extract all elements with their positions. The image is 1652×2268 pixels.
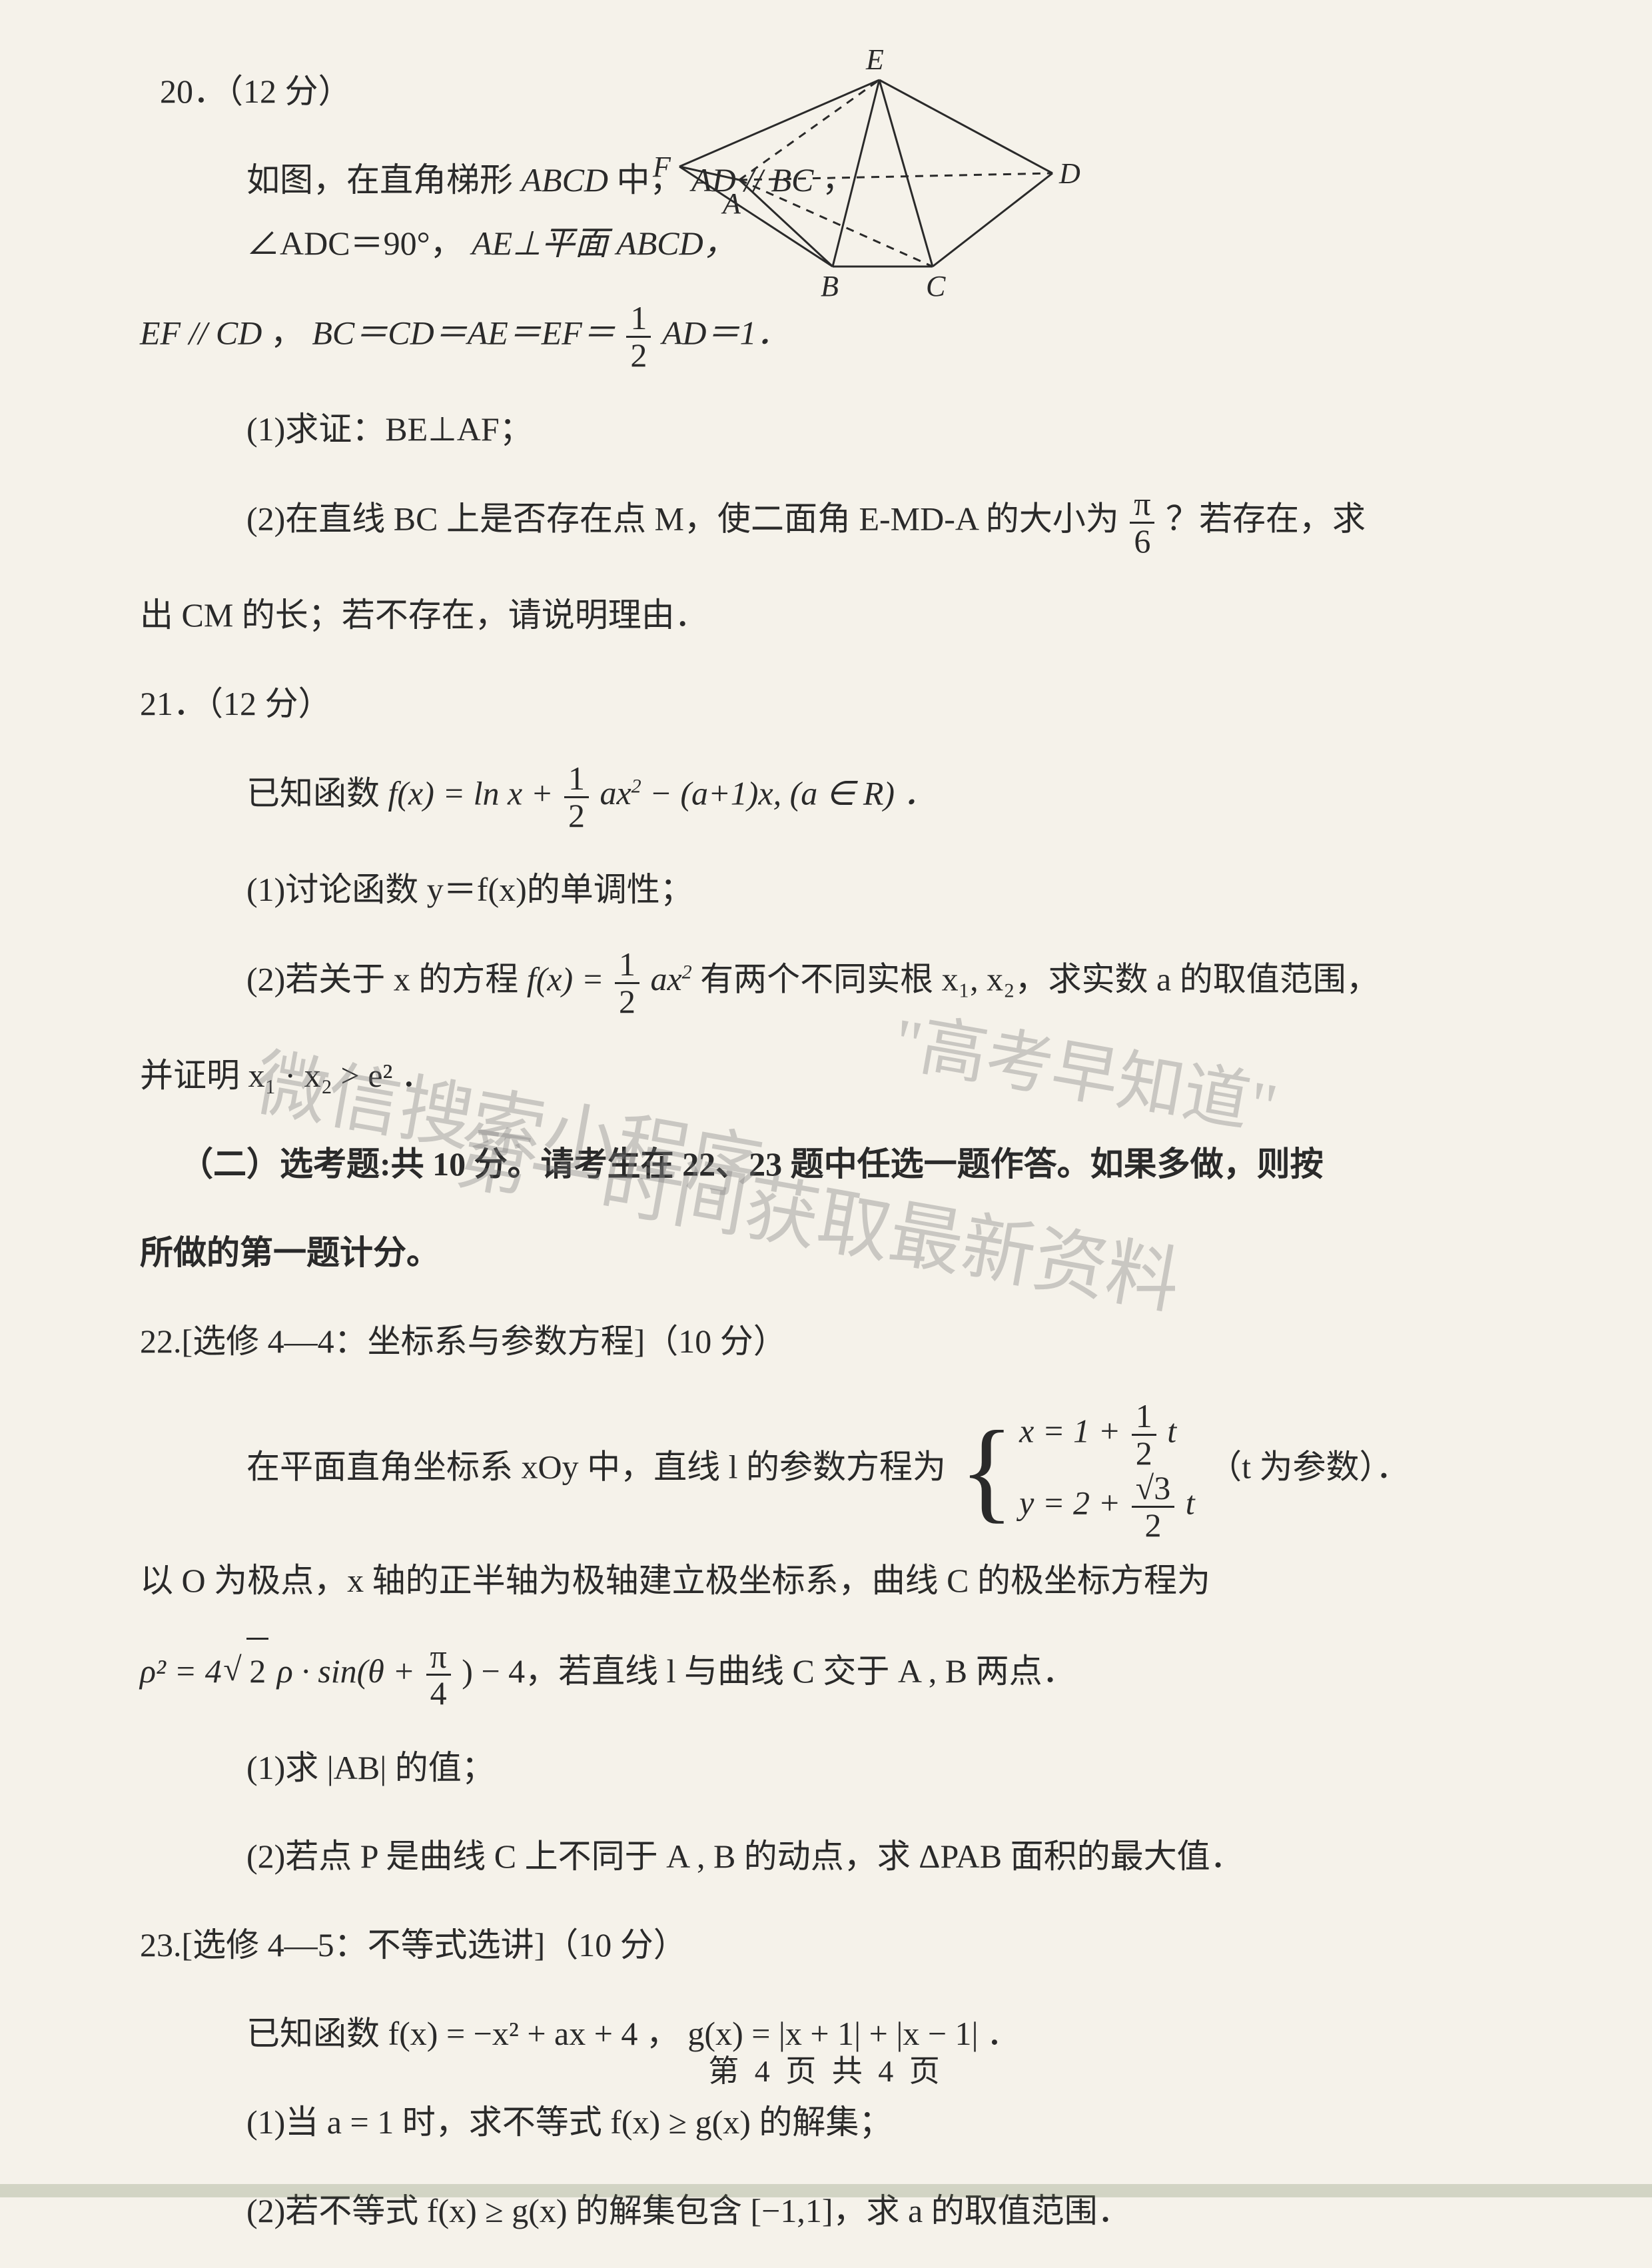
- q22-stem-line2: 以 O 为极点，x 轴的正半轴为极轴建立极坐标系，曲线 C 的极坐标方程为: [140, 1549, 1399, 1612]
- text-sin: ρ · sin(θ +: [277, 1652, 424, 1690]
- fraction-pi6: π 6: [1130, 486, 1154, 558]
- denominator: 2: [626, 338, 651, 373]
- numerator: 1: [626, 300, 651, 338]
- q23-number: 23.[选修 4—5：不等式选讲]（10 分）: [140, 1914, 1399, 1977]
- text: ) − 4，若直线 l 与曲线 C 交于 A , B 两点．: [462, 1652, 1075, 1690]
- denominator: 2: [564, 798, 589, 834]
- q21-number: 21．（12 分）: [140, 672, 1399, 736]
- q20-part2-line1: (2)在直线 BC 上是否存在点 M，使二面角 E-MD-A 的大小为 π 6 …: [160, 486, 1399, 558]
- denominator: 4: [426, 1676, 451, 1711]
- figure-label-F: F: [653, 150, 671, 184]
- q21-part2-line1: (2)若关于 x 的方程 f(x) = 1 2 ax2 有两个不同实根 x₁, …: [160, 947, 1399, 1019]
- bottom-bar: [0, 2184, 1652, 2197]
- q23-part1: (1)当 a = 1 时，求不等式 f(x) ≥ g(x) 的解集；: [160, 2091, 1399, 2154]
- text: (2)在直线 BC 上是否存在点 M，使二面角 E-MD-A 的大小为: [246, 500, 1119, 537]
- q22-polar-eq: ρ² = 4 2 ρ · sin(θ + π 4 ) − 4，若直线 l 与曲线…: [140, 1638, 1399, 1711]
- figure-label-D: D: [1059, 157, 1080, 191]
- text: 在平面直角坐标系 xOy 中，直线 l 的参数方程为: [246, 1448, 946, 1485]
- geometry-svg: [666, 67, 1079, 293]
- fraction-half: 1 2: [626, 300, 651, 372]
- text: （t 为参数）．: [1208, 1448, 1409, 1485]
- text-fxeq: f(x) =: [527, 960, 612, 997]
- fraction-half: 1 2: [564, 761, 589, 833]
- q22-part1: (1)求 |AB| 的值；: [160, 1736, 1399, 1800]
- text-abcd: ABCD: [522, 161, 609, 199]
- q22-part2: (2)若点 P 是曲线 C 上不同于 A , B 的动点，求 ΔPAB 面积的最…: [160, 1825, 1399, 1888]
- text-rest: − (a+1)x, (a ∈ R) ．: [649, 774, 936, 812]
- q20-part1: (1)求证：BE⊥AF；: [160, 398, 1399, 461]
- text-ax2b: ax2: [650, 960, 691, 997]
- denominator: 2: [615, 984, 639, 1019]
- text: (2)若关于 x 的方程: [246, 960, 527, 997]
- q20-stem-line2: EF // CD ， BC＝CD＝AE＝EF＝ 1 2 AD＝1．: [140, 300, 1399, 372]
- text: 如图，在直角梯形: [246, 161, 522, 199]
- content-column: 20．（12 分） 如图，在直角梯形 ABCD 中， AD // BC ，∠AD…: [160, 60, 1399, 2268]
- q22-number: 22.[选修 4—4：坐标系与参数方程]（10 分）: [140, 1310, 1399, 1373]
- figure-label-B: B: [821, 269, 839, 303]
- numerator: π: [426, 1639, 451, 1676]
- exam-page: 20．（12 分） 如图，在直角梯形 ABCD 中， AD // BC ，∠AD…: [0, 0, 1652, 2197]
- denominator: 6: [1130, 524, 1154, 559]
- q21-stem: 已知函数 f(x) = ln x + 1 2 ax2 − (a+1)x, (a …: [160, 761, 1399, 833]
- numerator: 1: [564, 761, 589, 798]
- text-eq: BC＝CD＝AE＝EF＝: [312, 314, 616, 351]
- fraction-half: 1 2: [615, 947, 639, 1019]
- text-efcd: EF // CD: [140, 314, 262, 351]
- system-lines: x = 1 + 12 t y = 2 + √32 t: [1019, 1399, 1195, 1542]
- text-rho2: ρ² = 4: [140, 1652, 222, 1690]
- q20-figure: E F A B C D: [666, 67, 1079, 293]
- figure-label-C: C: [926, 269, 945, 303]
- text: 有两个不同实根 x₁, x₂，求实数 a 的取值范围，: [700, 960, 1380, 997]
- text: ？若存在，求: [1166, 500, 1366, 537]
- text-fx: f(x) = ln x +: [388, 774, 562, 812]
- section2-heading-line1: （二）选考题:共 10 分。请考生在 22、23 题中任选一题作答。如果多做，则…: [180, 1133, 1399, 1196]
- system-line-y: y = 2 + √32 t: [1019, 1470, 1195, 1542]
- numerator: 1: [615, 947, 639, 984]
- text-ax2: ax2: [600, 774, 641, 812]
- section2-heading-line2: 所做的第一题计分。: [140, 1221, 1399, 1285]
- q21-part2-line2: 并证明 x₁ · x₂ > e² ．: [140, 1044, 1399, 1107]
- figure-label-A: A: [723, 187, 741, 221]
- q20-part2-line2: 出 CM 的长；若不存在，请说明理由．: [140, 584, 1399, 647]
- figure-label-E: E: [866, 43, 884, 77]
- page-footer: 第 4 页 共 4 页: [0, 2047, 1652, 2091]
- system-line-x: x = 1 + 12 t: [1019, 1399, 1195, 1470]
- text-ad1: AD＝1．: [662, 314, 790, 351]
- fraction-pi4: π 4: [426, 1639, 451, 1711]
- left-brace-icon: {: [960, 1420, 1015, 1522]
- q22-stem-line1: 在平面直角坐标系 xOy 中，直线 l 的参数方程为 { x = 1 + 12 …: [160, 1399, 1399, 1542]
- text: ，: [270, 314, 304, 351]
- parametric-system: { x = 1 + 12 t y = 2 + √32 t: [960, 1399, 1195, 1542]
- text: 已知函数: [246, 774, 388, 812]
- q21-part1: (1)讨论函数 y＝f(x)的单调性；: [160, 858, 1399, 921]
- sqrt-2: 2: [230, 1638, 268, 1703]
- numerator: π: [1130, 486, 1154, 524]
